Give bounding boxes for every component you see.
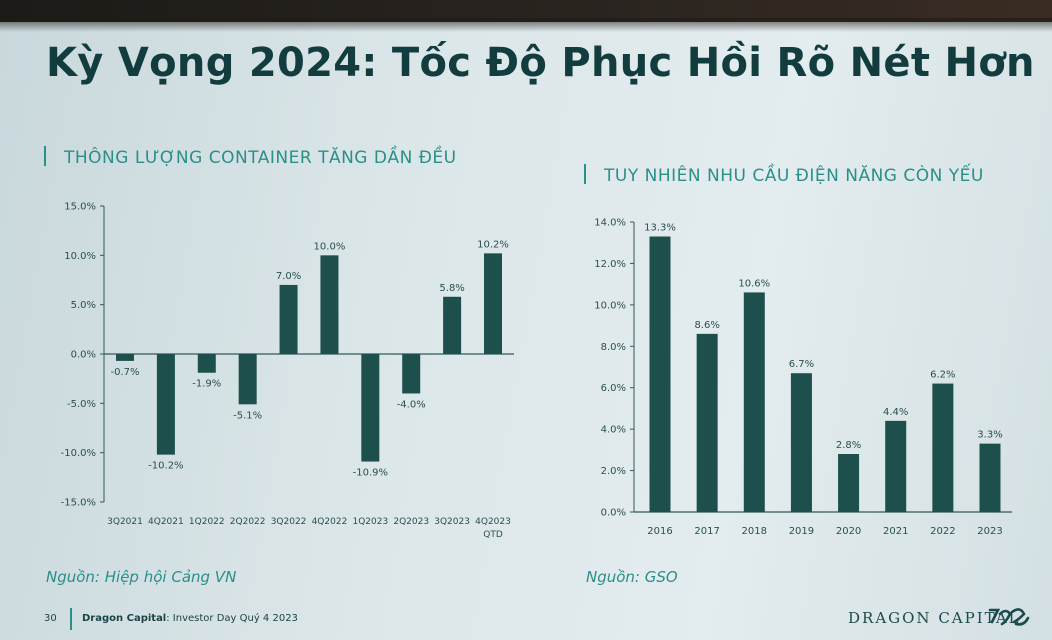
data-bar (320, 255, 339, 354)
data-label: 5.8% (439, 283, 464, 294)
top-shadow (0, 18, 1052, 32)
data-bar (885, 420, 907, 512)
y-tick-label: -10.0% (61, 448, 96, 459)
y-tick-label: -15.0% (61, 498, 96, 509)
right-subtitle-text: TUY NHIÊN NHU CẦU ĐIỆN NĂNG CÒN YẾU (604, 166, 984, 186)
x-tick-label: 2022 (930, 526, 955, 537)
x-tick-label: 2017 (694, 526, 719, 537)
data-bar (402, 354, 421, 394)
page-number: 30 (44, 613, 57, 624)
data-label: 3.3% (977, 430, 1002, 441)
x-tick-label: 3Q2021 (107, 517, 143, 527)
x-tick-label: 2016 (647, 526, 672, 537)
data-label: 2.8% (836, 440, 861, 451)
data-bar (443, 296, 462, 354)
data-label: -5.1% (233, 410, 262, 421)
y-tick-label: 6.0% (601, 383, 626, 394)
top-dark-strip (0, 0, 1052, 22)
data-bar (979, 443, 1001, 512)
footer-company: Dragon Capital (82, 613, 167, 624)
data-label: 13.3% (644, 223, 676, 234)
data-bar (156, 354, 175, 455)
y-tick-label: 5.0% (71, 300, 96, 311)
y-tick-label: 10.0% (64, 251, 96, 262)
data-label: 7.0% (276, 271, 301, 282)
x-tick-label: 2Q2022 (230, 517, 266, 527)
data-bar (932, 383, 954, 512)
x-tick-label: 4Q2022 (312, 517, 348, 527)
x-tick-label: 2023 (977, 526, 1002, 537)
data-bar (696, 333, 718, 512)
right-source: Nguồn: GSO (586, 568, 678, 586)
y-tick-label: 2.0% (601, 466, 626, 477)
left-chart-subtitle: THÔNG LƯỢNG CONTAINER TĂNG DẦN ĐỀU (44, 146, 457, 168)
brand-name: DRAGON CAPITAL (848, 609, 1021, 627)
x-tick-label: 3Q2022 (271, 517, 307, 527)
x-tick-label: 1Q2023 (352, 517, 388, 527)
footer-text: Dragon Capital: Investor Day Quý 4 2023 (82, 613, 298, 624)
data-bar (649, 236, 671, 512)
y-tick-label: 12.0% (594, 259, 626, 270)
right-chart-subtitle: TUY NHIÊN NHU CẦU ĐIỆN NĂNG CÒN YẾU (584, 164, 984, 186)
y-tick-label: 15.0% (64, 202, 96, 213)
x-tick-label: 2021 (883, 526, 908, 537)
left-source: Nguồn: Hiệp hội Cảng VN (46, 568, 237, 586)
subtitle-marker (44, 146, 46, 166)
footer-event: : Investor Day Quý 4 2023 (166, 613, 298, 624)
y-tick-label: 0.0% (71, 350, 96, 361)
y-tick-label: 14.0% (594, 218, 626, 229)
y-tick-label: 0.0% (601, 508, 626, 519)
x-tick-label: 2019 (789, 526, 814, 537)
subtitle-marker (584, 164, 586, 184)
footer-divider (70, 608, 72, 630)
data-label: -10.9% (353, 468, 388, 479)
data-label: 6.7% (789, 359, 814, 370)
data-label: 4.4% (883, 407, 908, 418)
x-tick-label: 2020 (836, 526, 861, 537)
x-tick-label: 4Q2021 (148, 517, 184, 527)
data-label: 6.2% (930, 370, 955, 381)
data-label: 10.6% (738, 278, 770, 289)
data-label: 10.2% (477, 239, 509, 250)
data-bar (197, 354, 216, 373)
data-label: 8.6% (694, 320, 719, 331)
x-tick-label: 2018 (742, 526, 767, 537)
data-bar (743, 292, 765, 512)
data-bar (279, 284, 298, 354)
data-label: -0.7% (110, 367, 139, 378)
x-tick-label: 2Q2023 (393, 517, 429, 527)
y-tick-label: 8.0% (601, 342, 626, 353)
data-bar (238, 354, 257, 405)
slide-title: Kỳ Vọng 2024: Tốc Độ Phục Hồi Rõ Nét Hơn (46, 40, 1035, 86)
x-tick-label: 1Q2022 (189, 517, 225, 527)
left-subtitle-text: THÔNG LƯỢNG CONTAINER TĂNG DẦN ĐỀU (64, 148, 457, 168)
data-bar (838, 454, 860, 512)
x-tick-label: 3Q2023 (434, 517, 470, 527)
data-bar (361, 354, 380, 462)
dragon-logo-icon (988, 608, 1030, 626)
y-tick-label: 10.0% (594, 300, 626, 311)
data-label: -10.2% (148, 461, 183, 472)
y-tick-label: 4.0% (601, 425, 626, 436)
data-bar (790, 373, 812, 512)
data-label: 10.0% (314, 241, 346, 252)
x-tick-label: QTD (483, 530, 503, 540)
data-label: -1.9% (192, 379, 221, 390)
x-tick-label: 4Q2023 (475, 517, 511, 527)
data-label: -4.0% (397, 399, 426, 410)
data-bar (484, 253, 502, 354)
data-bar (116, 354, 134, 361)
y-tick-label: -5.0% (67, 399, 96, 410)
